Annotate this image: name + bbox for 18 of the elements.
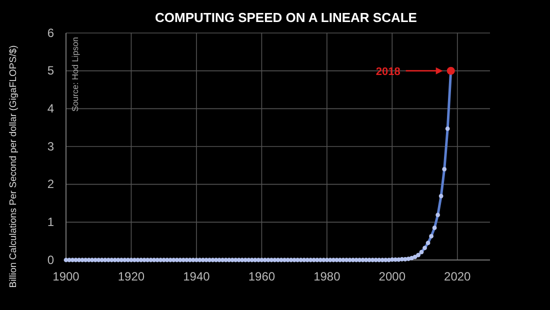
y-tick-label: 1 — [47, 215, 54, 230]
x-tick-label: 1900 — [52, 270, 80, 284]
y-tick-label: 4 — [47, 102, 54, 116]
x-tick-label: 1980 — [314, 270, 341, 284]
y-tick-label: 0 — [47, 252, 54, 267]
y-tick-label: 3 — [47, 139, 54, 154]
x-tick-label: 1940 — [183, 270, 210, 284]
y-tick-label: 2 — [47, 177, 54, 192]
y-tick-label: 6 — [47, 26, 54, 40]
annotation: Source: Hod Lipson — [70, 36, 80, 112]
annotation: 2018 — [376, 66, 400, 78]
x-tick-label: 1960 — [248, 270, 276, 284]
y-axis-title: Billion Calculations Per Second per dollar (GigaFLOPS/$) — [8, 45, 19, 288]
x-tick-label: 2000 — [378, 270, 406, 284]
x-tick-label: 1920 — [118, 270, 145, 284]
chart-title: COMPUTING SPEED ON A LINEAR SCALE — [155, 10, 418, 25]
y-tick-label: 5 — [47, 64, 54, 78]
x-tick-label: 2020 — [444, 270, 472, 284]
